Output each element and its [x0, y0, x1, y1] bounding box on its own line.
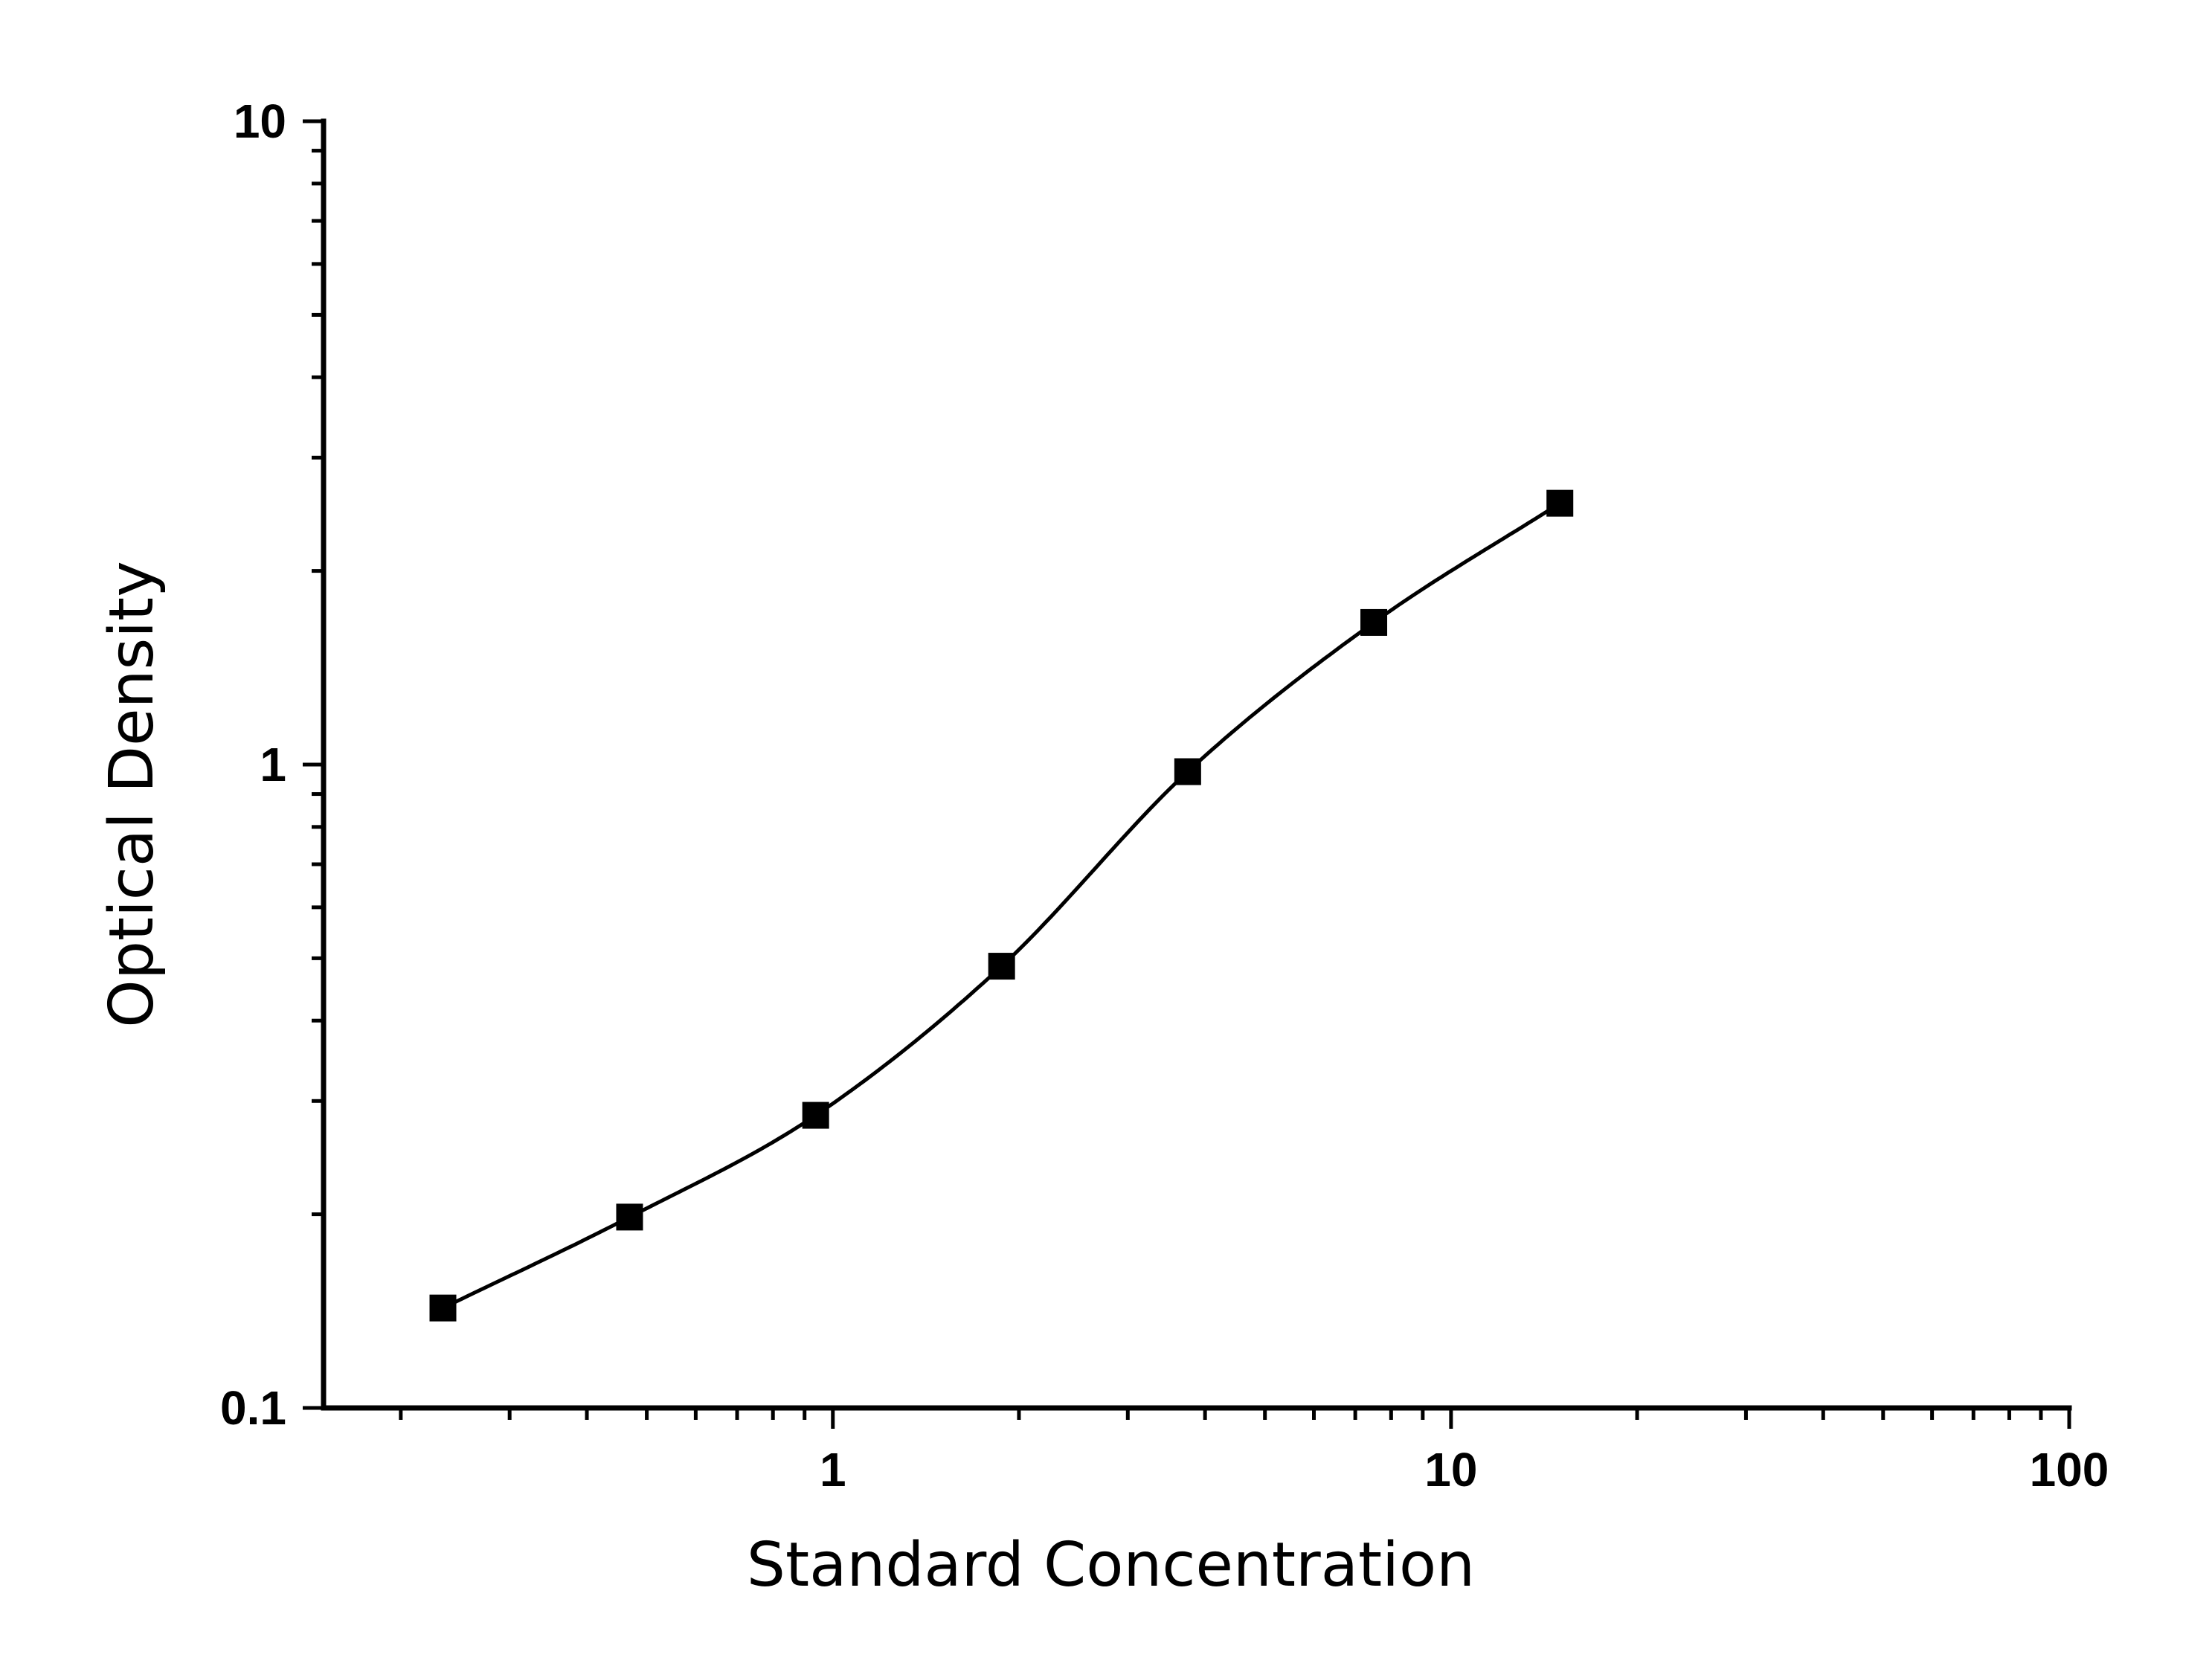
y-axis-title: Optical Density [97, 561, 167, 1027]
data-point [802, 1102, 829, 1129]
data-point [429, 1294, 457, 1322]
x-tick-label: 1 [820, 1443, 846, 1496]
data-point [1546, 489, 1574, 517]
x-tick-label: 100 [2030, 1443, 2109, 1496]
x-axis-title: Standard Concentration [747, 1530, 1475, 1601]
y-tick-label: 1 [260, 738, 286, 791]
data-point [988, 953, 1015, 980]
fit-curve [442, 501, 1561, 1310]
data-point [616, 1203, 643, 1231]
labels-layer: Standard Concentration Optical Density 0… [97, 94, 2109, 1601]
x-tick-label: 10 [1424, 1443, 1477, 1496]
data-point [1174, 758, 1201, 785]
y-tick-label: 0.1 [220, 1381, 286, 1435]
fit-curve-layer [442, 501, 1561, 1310]
data-point [1360, 608, 1388, 636]
axes [303, 118, 2072, 1429]
data-points-layer [429, 489, 1574, 1322]
y-tick-label: 10 [234, 94, 286, 148]
